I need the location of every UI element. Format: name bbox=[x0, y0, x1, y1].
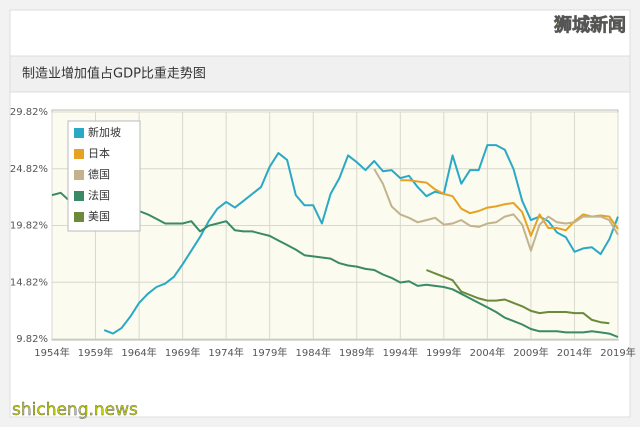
grid: 9.82% 14.82% 19.82% 24.82% 29.82% 1954年 1959年 1… bbox=[10, 107, 636, 359]
series-line bbox=[103, 144, 619, 335]
x-tick-label: 2014年 bbox=[557, 346, 592, 359]
x-tick-label: 2004年 bbox=[470, 346, 505, 359]
y-tick-label: 9.82% bbox=[16, 334, 48, 345]
chart-title: 制造业增加值占GDP比重走势图 bbox=[22, 66, 206, 82]
x-tick-label: 1999年 bbox=[426, 346, 461, 359]
legend-swatch bbox=[74, 170, 84, 180]
series-line bbox=[426, 269, 610, 325]
legend-swatch bbox=[74, 149, 84, 159]
x-tick-label: 2009年 bbox=[513, 346, 548, 359]
legend-label: 法国 bbox=[88, 188, 110, 202]
series-line bbox=[400, 179, 619, 237]
y-tick-label: 14.82% bbox=[10, 277, 48, 288]
y-tick-label: 29.82% bbox=[10, 107, 48, 118]
x-tick-label: 1979年 bbox=[252, 346, 287, 359]
x-tick-label: 1969年 bbox=[165, 346, 200, 359]
watermark: shicheng.news bbox=[12, 400, 138, 420]
legend-swatch bbox=[74, 128, 84, 138]
x-tick-label: 1989年 bbox=[339, 346, 374, 359]
series-line bbox=[373, 168, 619, 252]
watermark: 狮城新闻 bbox=[554, 14, 626, 36]
x-tick-label: 1974年 bbox=[208, 346, 243, 359]
y-tick-label: 19.82% bbox=[10, 221, 48, 232]
x-tick-label: 1959年 bbox=[78, 346, 113, 359]
legend-label: 日本 bbox=[88, 146, 110, 160]
x-tick-label: 1954年 bbox=[34, 346, 69, 359]
legend-label: 德国 bbox=[88, 167, 110, 181]
x-tick-label: 2019年 bbox=[600, 346, 635, 359]
x-tick-label: 1964年 bbox=[121, 346, 156, 359]
x-tick-label: 1984年 bbox=[296, 346, 331, 359]
legend-label: 新加坡 bbox=[88, 125, 121, 139]
legend-swatch bbox=[74, 191, 84, 201]
title-bar bbox=[9, 55, 631, 93]
series-line bbox=[51, 191, 619, 338]
legend-swatch bbox=[74, 212, 84, 222]
legend-label: 美国 bbox=[88, 210, 110, 223]
lines bbox=[51, 144, 619, 338]
x-tick-label: 1994年 bbox=[383, 346, 418, 359]
y-tick-label: 24.82% bbox=[10, 164, 48, 175]
